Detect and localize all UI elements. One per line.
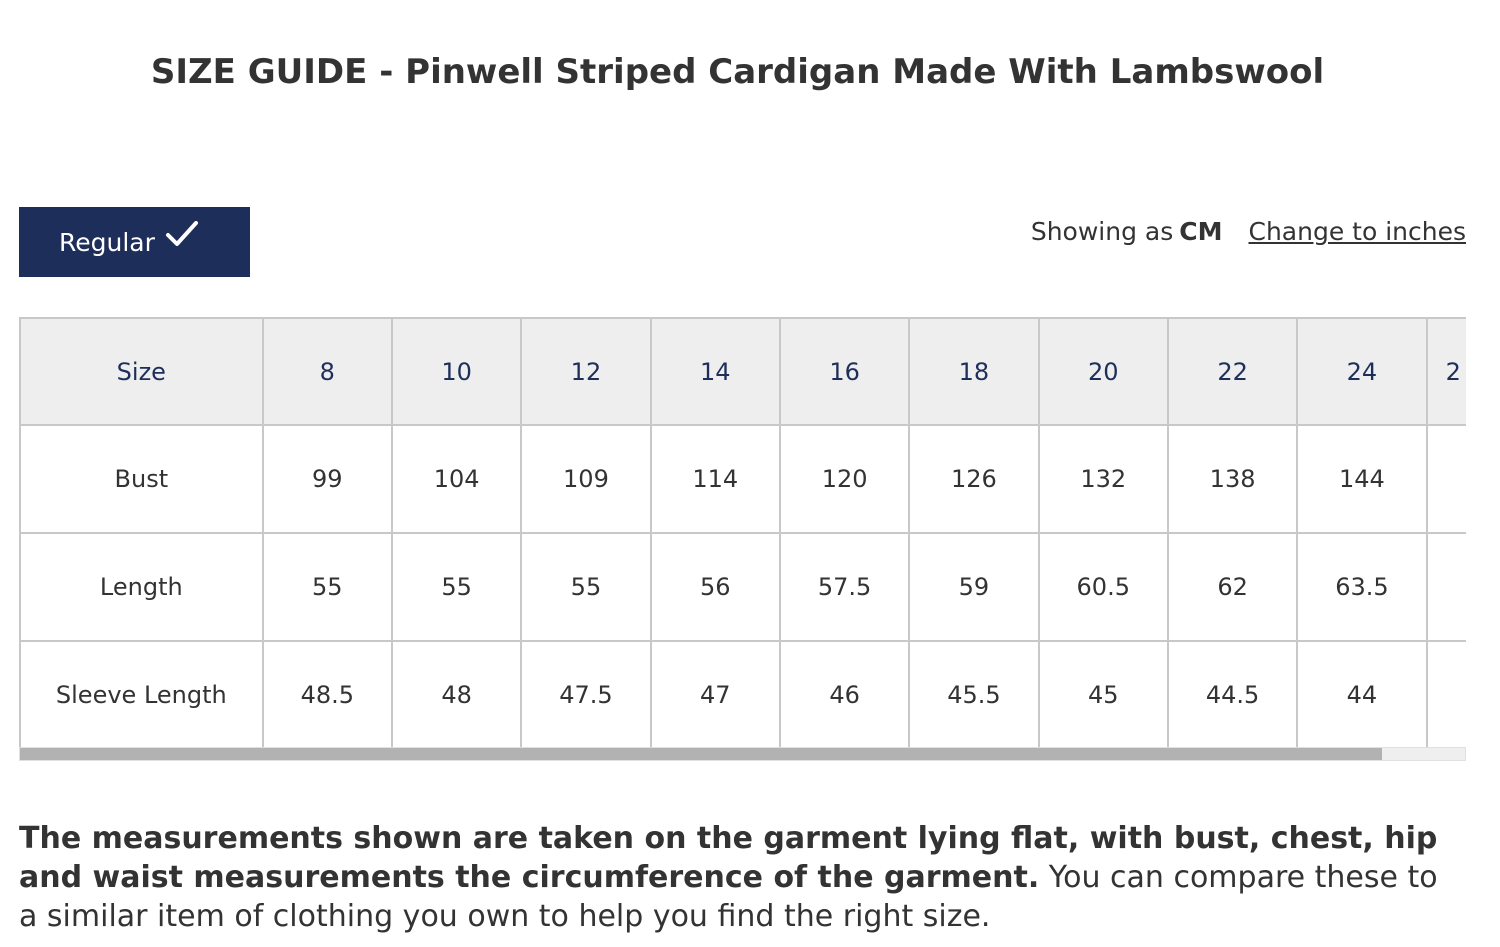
unit-indicator: Showing as CM Change to inches <box>1031 217 1466 246</box>
table-cell: 104 <box>390 424 523 534</box>
size-table-container[interactable]: Size 8 10 12 14 16 18 20 22 24 2 Bust 99… <box>19 317 1466 763</box>
table-cell: 45 <box>1037 640 1169 750</box>
table-cell: 47 <box>649 640 781 750</box>
table-cell: 126 <box>908 424 1040 534</box>
table-row: Sleeve Length 48.5 48 47.5 47 46 45.5 45… <box>19 640 1466 750</box>
table-cell: 132 <box>1037 424 1169 534</box>
table-horizontal-scrollbar[interactable] <box>19 747 1466 761</box>
header-size: 24 <box>1296 317 1428 426</box>
measurement-note-bold: The measurements shown are taken on the … <box>19 821 1438 895</box>
table-cell: 48 <box>390 640 523 750</box>
table-cell <box>1425 532 1466 642</box>
measurement-note-text: You can compare these to a similar item … <box>19 860 1438 934</box>
change-units-link[interactable]: Change to inches <box>1248 217 1467 246</box>
table-cell: 60.5 <box>1037 532 1169 642</box>
table-cell: 46 <box>778 640 911 750</box>
table-cell: 55 <box>520 532 652 642</box>
table-row: Bust 99 104 109 114 120 126 132 138 144 <box>19 424 1466 534</box>
table-cell: 48.5 <box>261 640 393 750</box>
table-cell <box>1425 640 1466 750</box>
table-row: Length 55 55 55 56 57.5 59 60.5 62 63.5 <box>19 532 1466 642</box>
fit-tab-regular[interactable]: Regular <box>19 207 250 277</box>
table-cell: 144 <box>1296 424 1428 534</box>
table-cell: 120 <box>778 424 911 534</box>
scrollbar-thumb[interactable] <box>20 748 1382 760</box>
table-cell: 109 <box>520 424 652 534</box>
table-cell: 56 <box>649 532 781 642</box>
header-size: 2 <box>1425 317 1466 426</box>
header-size: 10 <box>390 317 523 426</box>
table-cell: 138 <box>1166 424 1299 534</box>
table-cell: 99 <box>261 424 393 534</box>
table-cell: 62 <box>1166 532 1299 642</box>
table-cell: 59 <box>908 532 1040 642</box>
size-table: Size 8 10 12 14 16 18 20 22 24 2 Bust 99… <box>19 317 1466 750</box>
fit-tab-label: Regular <box>59 227 155 257</box>
table-cell: 44.5 <box>1166 640 1299 750</box>
table-header-row: Size 8 10 12 14 16 18 20 22 24 2 <box>19 317 1466 426</box>
row-label: Length <box>19 532 264 642</box>
header-size: 20 <box>1037 317 1169 426</box>
header-size: 14 <box>649 317 781 426</box>
row-label: Bust <box>19 424 264 534</box>
table-cell <box>1425 424 1466 534</box>
table-cell: 57.5 <box>778 532 911 642</box>
header-size: 18 <box>908 317 1040 426</box>
unit-prefix: Showing as <box>1030 217 1174 246</box>
table-cell: 114 <box>649 424 781 534</box>
checkmark-icon <box>165 219 199 249</box>
header-size: 8 <box>261 317 393 426</box>
header-size: 16 <box>778 317 911 426</box>
header-size: 22 <box>1166 317 1299 426</box>
page-title: SIZE GUIDE - Pinwell Striped Cardigan Ma… <box>150 52 1325 92</box>
header-size-label: Size <box>19 317 264 426</box>
table-cell: 44 <box>1296 640 1428 750</box>
row-label: Sleeve Length <box>19 640 264 750</box>
table-cell: 55 <box>390 532 523 642</box>
unit-current: CM <box>1179 217 1223 246</box>
measurement-note: The measurements shown are taken on the … <box>19 819 1459 936</box>
header-size: 12 <box>520 317 652 426</box>
table-cell: 55 <box>261 532 393 642</box>
table-cell: 47.5 <box>520 640 652 750</box>
table-cell: 63.5 <box>1296 532 1428 642</box>
table-cell: 45.5 <box>908 640 1040 750</box>
